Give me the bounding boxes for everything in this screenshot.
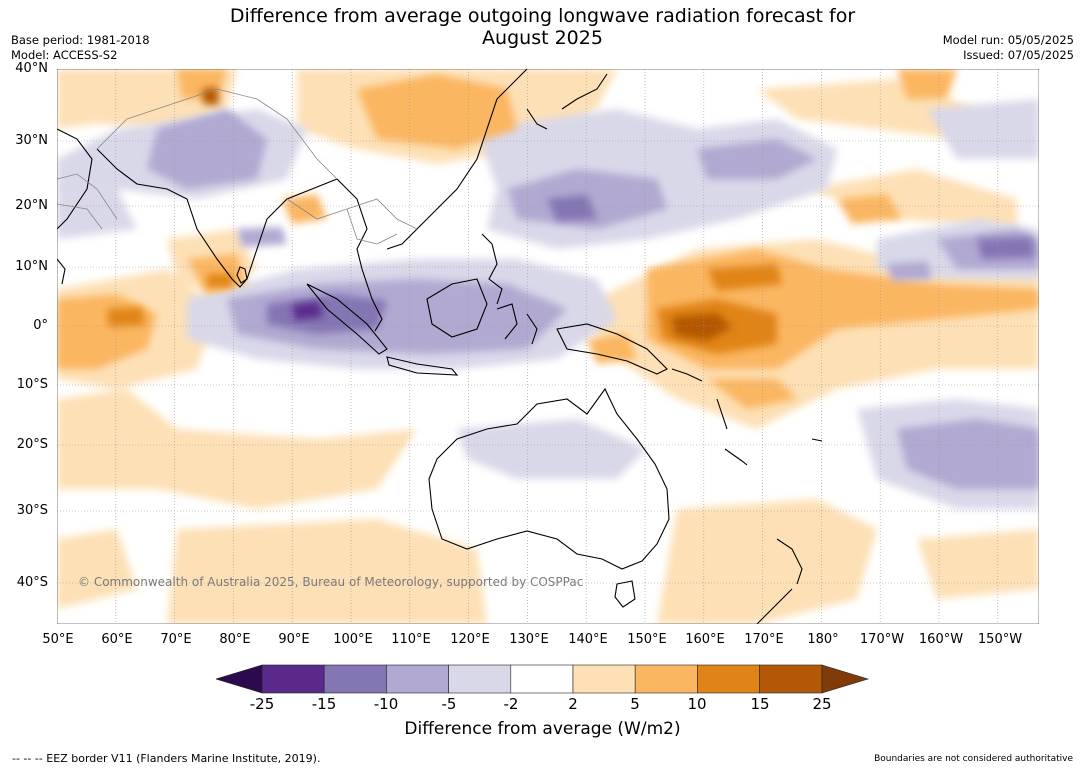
colorbar-label-neg25: -25 — [249, 695, 275, 713]
colorbar — [216, 664, 870, 694]
colorbar-label-15: 15 — [750, 695, 770, 713]
map-panel — [57, 69, 1039, 624]
colorbar-bin-10-15 — [697, 664, 760, 694]
coast-arabia — [57, 128, 93, 230]
lat-tick-0: 0° — [33, 318, 48, 333]
lat-tick-40n: 40°N — [15, 61, 48, 76]
right-metadata: Model run: 05/05/2025 Issued: 07/05/2025 — [943, 33, 1074, 63]
colorbar-label-25: 25 — [812, 695, 832, 713]
colorbar-label-neg15: -15 — [311, 695, 337, 713]
colorbar-bin-5-10 — [634, 664, 698, 694]
issued-text: Issued: 07/05/2025 — [963, 48, 1074, 62]
coast-sulawesi — [496, 303, 538, 345]
coast-new-caledonia — [724, 448, 748, 466]
colorbar-title: Difference from average (W/m2) — [404, 719, 681, 739]
colorbar-label-5: 5 — [630, 695, 640, 713]
lon-tick-150e: 150°E — [627, 632, 667, 647]
colorbar-bin-neg5-neg2 — [448, 664, 512, 694]
colorbar-label-neg5: -5 — [441, 695, 457, 713]
coast-new-guinea — [556, 323, 668, 375]
coast-se-asia — [336, 69, 528, 332]
gridlines — [57, 69, 1039, 624]
model-run-text: Model run: 05/05/2025 — [942, 33, 1074, 47]
coast-sumatra — [306, 283, 388, 355]
coast-pacific-islands — [671, 368, 823, 442]
base-period-text: Base period: 1981-2018 — [11, 33, 150, 47]
country-borders — [57, 88, 418, 245]
lon-tick-60e: 60°E — [101, 632, 133, 647]
map-title: Difference from average outgoing longwav… — [0, 5, 1085, 49]
coast-australia — [428, 387, 670, 570]
lat-tick-40s: 40°S — [16, 575, 48, 590]
lon-tick-90e: 90°E — [278, 632, 310, 647]
anomaly-neg5-neg10 — [147, 109, 1039, 489]
lon-tick-160w: 160°W — [918, 632, 964, 647]
coast-tasmania — [614, 580, 636, 608]
colorbar-label-neg10: -10 — [373, 695, 399, 713]
lon-tick-160e: 160°E — [685, 632, 725, 647]
anomaly-shading — [57, 69, 1039, 624]
eez-border-note: -- -- -- EEZ border V11 (Flanders Marine… — [12, 752, 321, 765]
lon-tick-150w: 150°W — [977, 632, 1023, 647]
coast-new-zealand — [756, 538, 803, 624]
lon-tick-140e: 140°E — [568, 632, 608, 647]
left-metadata: Base period: 1981-2018 Model: ACCESS-S2 — [11, 33, 150, 63]
coast-sri-lanka — [236, 266, 248, 284]
map-title-line1: Difference from average outgoing longwav… — [229, 5, 856, 27]
copyright-text: © Commonwealth of Australia 2025, Bureau… — [78, 575, 584, 589]
coast-philippines — [481, 233, 503, 305]
colorbar-left-arrow — [216, 664, 263, 694]
lon-tick-100e: 100°E — [333, 632, 373, 647]
lon-tick-50e: 50°E — [42, 632, 74, 647]
colorbar-label-neg2: -2 — [503, 695, 519, 713]
colorbar-bin-neg15-neg10 — [323, 664, 387, 694]
coast-india — [96, 148, 338, 288]
anomaly-15-25 — [202, 87, 732, 341]
lon-tick-120e: 120°E — [450, 632, 490, 647]
anomaly-neg10-neg15 — [267, 195, 1035, 334]
colorbar-bin-15-25 — [759, 664, 823, 694]
lat-tick-10n: 10°N — [15, 259, 48, 274]
colorbar-bin-neg10-neg5 — [386, 664, 449, 694]
colorbar-bin-neg25-neg15 — [261, 664, 325, 694]
colorbar-right-arrow — [821, 664, 870, 694]
colorbar-label-10: 10 — [687, 695, 707, 713]
lat-tick-20s: 20°S — [16, 437, 48, 452]
lon-tick-170e: 170°E — [744, 632, 784, 647]
coast-java — [386, 356, 459, 376]
lat-tick-30n: 30°N — [15, 133, 48, 148]
coastlines — [57, 69, 823, 624]
lon-tick-110e: 110°E — [391, 632, 431, 647]
model-text: Model: ACCESS-S2 — [11, 48, 118, 62]
coast-borneo — [426, 278, 488, 338]
colorbar-label-2: 2 — [568, 695, 578, 713]
lon-tick-80e: 80°E — [219, 632, 251, 647]
anomaly-neg15-neg25 — [292, 301, 323, 320]
coast-japan-korea — [526, 73, 608, 130]
boundaries-disclaimer: Boundaries are not considered authoritat… — [874, 754, 1073, 764]
colorbar-bin-neg2-2 — [510, 664, 574, 694]
lon-tick-130e: 130°E — [509, 632, 549, 647]
lat-tick-10s: 10°S — [16, 377, 48, 392]
map-title-line2: August 2025 — [482, 27, 603, 49]
lat-tick-20n: 20°N — [15, 198, 48, 213]
lat-tick-30s: 30°S — [16, 503, 48, 518]
lon-tick-180: 180° — [807, 632, 839, 647]
colorbar-bin-2-5 — [572, 664, 636, 694]
lon-tick-170w: 170°W — [859, 632, 905, 647]
lon-tick-70e: 70°E — [160, 632, 192, 647]
coast-africa-horn — [57, 258, 66, 285]
